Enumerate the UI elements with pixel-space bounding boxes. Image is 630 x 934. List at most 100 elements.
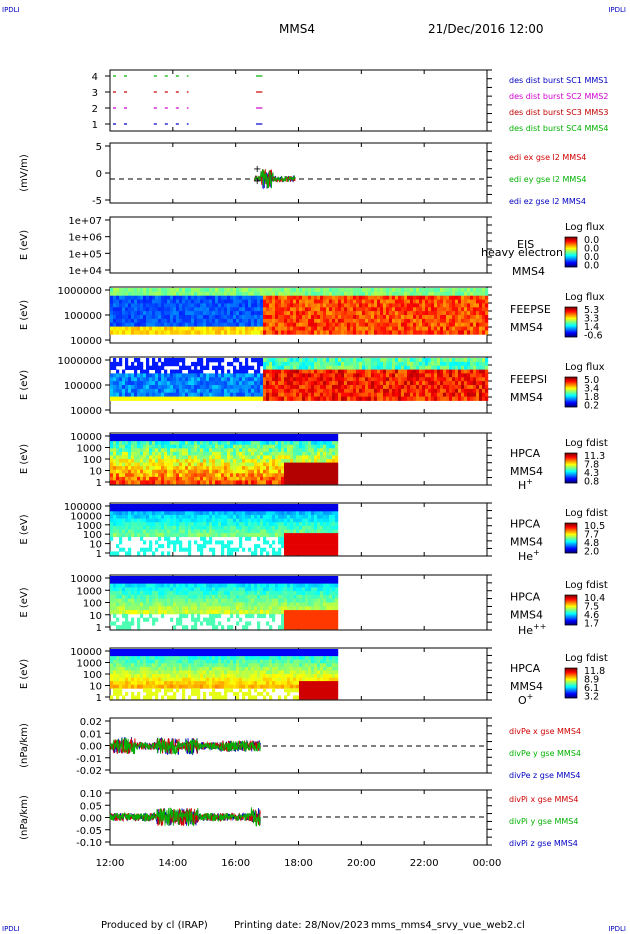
spectrogram-cell — [242, 525, 246, 530]
spectrogram-cell — [242, 295, 246, 300]
spectrogram-cell — [209, 547, 213, 552]
spectrogram-cell — [155, 518, 159, 523]
spectrogram-cell — [209, 533, 213, 538]
spectrogram-cell — [143, 551, 147, 556]
spectrogram-cell — [431, 326, 435, 331]
spectrogram-cell — [140, 303, 144, 308]
spectrogram-cell — [293, 511, 297, 516]
spectrogram-cell — [212, 434, 216, 438]
spectrogram-cell — [260, 381, 264, 386]
spectrogram-cell — [236, 396, 240, 401]
spectrogram-cell — [239, 303, 243, 308]
spectrogram-cell — [350, 377, 354, 382]
spectrogram-cell — [260, 441, 264, 446]
spectrogram-cell — [293, 288, 297, 293]
spectrogram-cell — [185, 522, 189, 527]
spectrogram-cell — [302, 377, 306, 382]
spectrogram-cell — [230, 396, 234, 401]
spectrogram-cell — [203, 522, 207, 527]
colorbar-tick-label: 0.8 — [584, 477, 599, 488]
spectrogram-cell — [152, 507, 156, 512]
spectrogram-cell — [359, 295, 363, 300]
spectrogram-cell — [203, 291, 207, 297]
spectrogram-cell — [359, 361, 363, 367]
spectrogram-cell — [167, 444, 171, 449]
spectrogram-cell — [308, 369, 312, 374]
spectrogram-cell — [182, 311, 186, 316]
spectrogram-cell — [443, 299, 447, 304]
spectrogram-cell — [134, 322, 138, 327]
spectrogram-cell — [359, 388, 363, 394]
spectrogram-cell — [386, 315, 390, 320]
spectrogram-cell — [386, 307, 390, 312]
spectrogram-cell — [140, 307, 144, 312]
spectrogram-cell — [266, 437, 270, 442]
spectrogram-cell — [149, 330, 153, 335]
spectrogram-cell — [110, 514, 114, 519]
spectrogram-cell — [461, 330, 465, 335]
spectrogram-cell — [257, 522, 261, 527]
spectrogram-cell — [455, 388, 459, 394]
spectrogram-cell — [134, 533, 138, 538]
spectrogram-cell — [200, 358, 204, 363]
spectrogram-cell — [254, 303, 258, 308]
spectrogram-cell — [188, 330, 192, 335]
spectrogram-cell — [128, 533, 132, 538]
spectrogram-cell — [125, 291, 129, 297]
spectrogram-cell — [110, 451, 114, 456]
spectrogram-cell — [212, 326, 216, 331]
spectrogram-cell — [305, 326, 309, 331]
spectrogram-cell — [359, 288, 363, 293]
spectrogram-cell — [338, 318, 342, 324]
spectrogram-cell — [287, 322, 291, 327]
spectrogram-cell — [155, 322, 159, 327]
spectrogram-cell — [146, 547, 150, 552]
spectrogram-cell — [479, 295, 483, 300]
spectrogram-cell — [311, 473, 315, 478]
spectrogram-cell — [335, 326, 339, 331]
spectrogram-cell — [419, 373, 423, 378]
spectrogram-cell — [335, 434, 339, 438]
spectrogram-cell — [332, 388, 336, 394]
spectrogram-cell — [422, 291, 426, 297]
spectrogram-cell — [473, 373, 477, 378]
spectrogram-cell — [467, 303, 471, 308]
spectrogram-cell — [176, 540, 180, 545]
spectrogram-cell — [470, 295, 474, 300]
spectrogram-cell — [182, 522, 186, 527]
spectrogram-cell — [446, 381, 450, 386]
spectrogram-cell — [113, 311, 117, 316]
spectrogram-cell — [446, 299, 450, 304]
spectrogram-cell — [191, 525, 195, 530]
spectrogram-cell — [287, 307, 291, 312]
spectrogram-cell — [149, 381, 153, 386]
spectrogram-cell — [479, 291, 483, 297]
spectrogram-cell — [245, 480, 249, 485]
instrument-label: HPCA — [510, 447, 541, 460]
spectrogram-cell — [311, 369, 315, 374]
spectrogram-cell — [134, 288, 138, 293]
spectrogram-cell — [131, 518, 135, 523]
spectrogram-cell — [386, 318, 390, 324]
spectrogram-cell — [482, 288, 486, 293]
spectrogram-cell — [194, 318, 198, 324]
spectrogram-cell — [200, 311, 204, 316]
spectrogram-cell — [389, 318, 393, 324]
spectrogram-cell — [227, 441, 231, 446]
spectrogram-cell — [281, 448, 285, 453]
spectrogram-cell — [122, 451, 126, 456]
spectrogram-cell — [284, 358, 288, 363]
spectrogram-cell — [149, 448, 153, 453]
spectrogram-cell — [296, 533, 300, 538]
spectrogram-cell — [179, 473, 183, 478]
spectrogram-cell — [365, 330, 369, 335]
spectrogram-cell — [206, 451, 210, 456]
spectrogram-cell — [344, 385, 348, 390]
spectrogram-cell — [389, 373, 393, 378]
spectrogram-cell — [128, 392, 132, 397]
spectrogram-cell — [308, 373, 312, 378]
spectrogram-cell — [281, 473, 285, 478]
spectrogram-cell — [242, 322, 246, 327]
spectrogram-cell — [305, 307, 309, 312]
spectrogram-cell — [200, 469, 204, 474]
